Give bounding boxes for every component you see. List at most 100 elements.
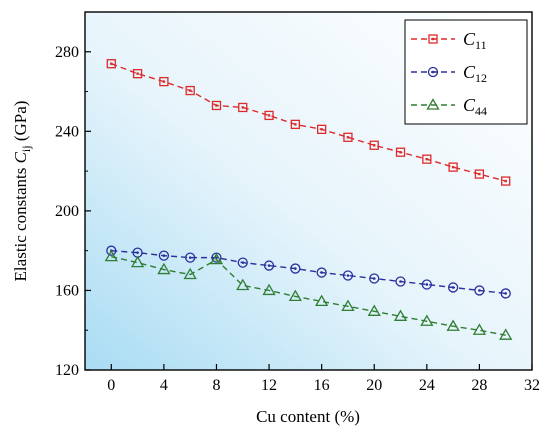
data-point-C44: [104, 249, 118, 262]
x-tick-label: 20: [366, 377, 382, 394]
data-point-C11: [132, 69, 143, 79]
series-C12: [106, 245, 511, 299]
y-tick-label: 240: [55, 123, 79, 140]
x-tick-label: 28: [471, 377, 487, 394]
data-point-C11-center: [241, 106, 244, 109]
data-point-C11: [185, 85, 195, 96]
data-point-C12-center: [241, 261, 245, 264]
data-point-C44: [367, 304, 381, 316]
data-point-C44: [157, 262, 171, 275]
series-C44: [104, 249, 513, 340]
x-tick-label: 12: [261, 377, 277, 394]
y-axis-title-subscript: ij: [19, 145, 33, 152]
data-point-C12: [263, 260, 275, 271]
y-axis-title-unit: (GPa): [11, 101, 30, 146]
data-point-C11: [395, 147, 406, 157]
y-tick-label: 280: [55, 44, 79, 61]
data-point-C11-center: [399, 151, 402, 154]
data-point-C12: [158, 250, 170, 261]
data-point-C11-center: [451, 165, 455, 169]
plot-frame: [84, 11, 533, 371]
data-point-C44: [183, 267, 197, 280]
legend-marker: [428, 34, 438, 44]
data-point-C12-center: [162, 254, 166, 257]
legend: C11 C12 C44: [404, 19, 528, 125]
x-tick-label: 24: [419, 377, 435, 394]
y-axis-title: Elastic constants Cij (GPa): [11, 101, 33, 282]
legend-item-C11: C11: [411, 29, 487, 52]
data-point-C44: [236, 278, 250, 291]
x-tick-label: 32: [524, 377, 539, 394]
data-point-C11-center: [267, 114, 271, 117]
y-axis-title-prefix: Elastic constants: [11, 163, 30, 281]
data-point-C12-center: [215, 256, 218, 259]
data-point-C11: [422, 154, 432, 164]
data-point-C11: [264, 110, 274, 121]
series-line-C11: [111, 63, 506, 182]
data-point-C44: [472, 323, 487, 335]
y-axis-title-symbol: C: [11, 151, 30, 163]
data-point-C12: [421, 279, 432, 290]
data-point-C12-center: [267, 264, 271, 267]
series-C11: [106, 59, 511, 186]
data-point-C12-center: [399, 280, 402, 283]
data-point-C44: [420, 314, 434, 326]
data-point-C12-center: [372, 277, 376, 280]
data-point-C12-center: [320, 271, 323, 274]
data-point-C44: [446, 319, 460, 331]
data-point-C11: [290, 119, 301, 130]
x-tick-label: 16: [314, 377, 330, 394]
legend-marker: [427, 66, 439, 78]
data-point-C12-center: [294, 267, 297, 270]
x-tick-label: 4: [160, 377, 168, 394]
series-layer: [104, 59, 513, 340]
data-point-C12-center: [136, 251, 139, 254]
y-tick-label: 120: [55, 362, 79, 379]
data-point-C11: [369, 140, 379, 150]
data-point-C12: [185, 252, 196, 263]
data-point-C11-center: [110, 62, 113, 65]
data-point-C12: [369, 273, 380, 284]
data-point-C11-center: [320, 128, 323, 131]
data-point-C11-center: [425, 157, 429, 161]
x-axis-title: Cu content (%): [256, 407, 360, 426]
data-point-C44: [288, 289, 302, 302]
data-point-C12: [342, 270, 354, 281]
data-point-C44: [130, 255, 145, 268]
data-point-C11: [501, 176, 511, 186]
data-point-C44: [315, 294, 329, 307]
data-point-C11-center: [346, 136, 350, 139]
data-point-C11: [106, 59, 116, 69]
legend-label: C44: [463, 95, 487, 118]
data-point-C11-center: [294, 123, 297, 126]
data-point-C44: [209, 252, 224, 265]
y-tick-label: 160: [55, 282, 79, 299]
data-point-C11: [343, 132, 353, 142]
data-point-C44: [341, 299, 355, 312]
data-point-C12: [500, 288, 511, 299]
data-point-C11-center: [478, 172, 481, 176]
legend-label: C11: [463, 29, 487, 52]
data-point-C12-center: [346, 274, 350, 277]
y-tick-label: 200: [55, 203, 79, 220]
legend-marker-center: [431, 70, 435, 74]
data-point-C12-center: [504, 292, 508, 295]
data-point-C11-center: [504, 179, 507, 183]
data-point-C11-center: [136, 72, 139, 75]
legend-marker-center: [431, 37, 435, 41]
data-point-C44: [499, 328, 513, 340]
x-tick-label: 0: [107, 377, 115, 394]
data-point-C12-center: [188, 256, 192, 259]
series-line-C44: [111, 255, 506, 336]
data-point-C11-center: [162, 80, 166, 83]
data-point-C44: [393, 309, 408, 321]
data-point-C12: [474, 285, 485, 296]
legend-item-C44: C44: [411, 95, 487, 118]
data-point-C11-center: [373, 144, 376, 147]
legend-item-C12: C12: [411, 62, 487, 85]
data-point-C44: [262, 283, 276, 296]
data-point-C11: [159, 76, 169, 87]
data-point-C12-center: [451, 286, 455, 289]
data-point-C11: [316, 124, 327, 134]
